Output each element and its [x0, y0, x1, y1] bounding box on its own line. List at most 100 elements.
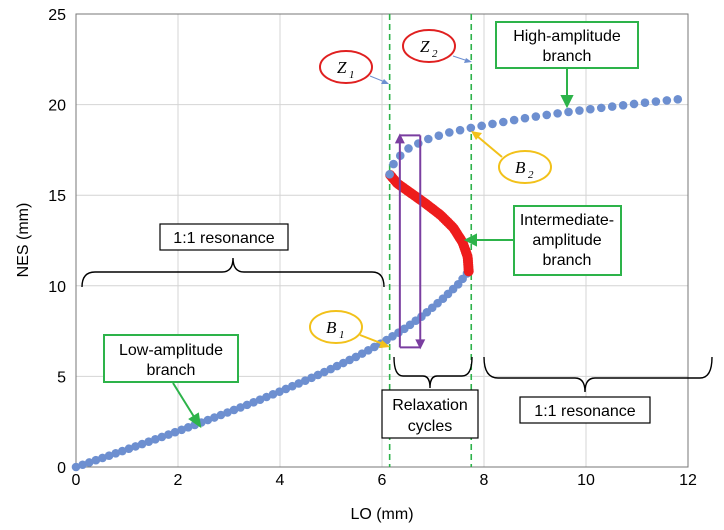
point-low-amplitude-branch — [236, 403, 245, 412]
point-high-amplitude-branch — [673, 95, 683, 104]
brace-relaxation — [393, 356, 473, 389]
point-high-amplitude-branch — [553, 109, 562, 118]
point-high-amplitude-branch — [424, 134, 433, 144]
svg-text:Low-amplitude: Low-amplitude — [119, 342, 223, 359]
relax-arrowhead-down — [415, 339, 426, 350]
point-high-amplitude-branch — [414, 139, 423, 148]
point-low-amplitude-branch — [91, 455, 101, 465]
x-tick-label: 10 — [577, 472, 595, 489]
point-low-amplitude-branch — [203, 415, 213, 425]
point-low-amplitude-branch — [249, 398, 258, 407]
label-resonance-left: 1:1 resonance — [159, 223, 289, 251]
point-high-amplitude-branch — [586, 104, 595, 114]
relax-arrowhead-up — [394, 133, 405, 144]
point-high-amplitude-branch — [618, 100, 628, 110]
y-axis-label: NES (mm) — [15, 203, 32, 278]
point-high-amplitude-branch — [455, 125, 465, 135]
point-high-amplitude-branch — [596, 103, 606, 113]
x-tick-label: 12 — [679, 472, 697, 489]
svg-text:cycles: cycles — [408, 418, 452, 435]
y-tick-label: 25 — [48, 7, 66, 24]
y-tick-label: 0 — [57, 460, 66, 477]
label-intermediate-branch: Intermediate- amplitude branch — [513, 205, 622, 276]
point-low-amplitude-branch — [183, 423, 193, 432]
point-low-amplitude-branch — [98, 453, 107, 463]
svg-text:High-amplitude: High-amplitude — [513, 28, 621, 45]
point-low-amplitude-branch — [268, 390, 278, 399]
point-low-amplitude-branch — [124, 444, 134, 454]
green-arrows — [172, 68, 574, 429]
relaxation-cycle-arrows — [394, 133, 426, 350]
small-pointer-arrows — [359, 55, 503, 348]
y-tick-label: 10 — [48, 279, 66, 296]
svg-text:Intermediate-: Intermediate- — [520, 212, 614, 229]
svg-text:B: B — [515, 158, 526, 177]
y-tick-label: 5 — [57, 369, 66, 386]
point-low-amplitude-branch — [84, 458, 94, 467]
point-low-amplitude-branch — [275, 387, 284, 396]
point-low-amplitude-branch — [255, 395, 265, 404]
x-tick-label: 4 — [276, 472, 285, 489]
point-high-amplitude-branch — [564, 107, 573, 117]
x-tick-label: 8 — [480, 472, 489, 489]
point-high-amplitude-branch — [404, 144, 413, 153]
svg-text:Z: Z — [420, 37, 430, 56]
point-high-amplitude-branch — [488, 119, 497, 129]
point-low-amplitude-branch — [78, 460, 87, 470]
point-low-amplitude-branch — [144, 437, 154, 447]
point-high-amplitude-branch — [434, 131, 444, 140]
svg-text:1:1 resonance: 1:1 resonance — [534, 403, 636, 420]
point-low-amplitude-branch — [104, 451, 114, 460]
point-high-amplitude-branch — [477, 121, 486, 131]
y-tick-label: 15 — [48, 188, 66, 205]
point-high-amplitude-branch — [389, 159, 398, 169]
point-low-amplitude-branch — [242, 400, 252, 410]
ellipse-B1: B 1 — [309, 310, 363, 344]
svg-text:1: 1 — [339, 329, 345, 341]
point-low-amplitude-branch — [157, 432, 167, 442]
point-low-amplitude-branch — [71, 462, 81, 472]
point-high-amplitude-branch — [520, 113, 530, 123]
plot-area-frame — [75, 13, 689, 468]
point-high-amplitude-branch — [531, 112, 541, 121]
point-high-amplitude-branch — [499, 117, 508, 127]
ellipse-Z2: Z 2 — [402, 29, 456, 63]
svg-text:Relaxation: Relaxation — [392, 397, 468, 414]
svg-text:2: 2 — [528, 169, 534, 181]
svg-text:branch: branch — [543, 48, 592, 65]
point-high-amplitude-branch — [629, 99, 639, 109]
label-relaxation-cycles: Relaxation cycles — [381, 389, 479, 439]
y-tick-label: 20 — [48, 98, 66, 115]
svg-text:B: B — [326, 318, 337, 337]
svg-text:Z: Z — [337, 58, 347, 77]
point-low-amplitude-branch — [262, 392, 271, 402]
point-low-amplitude-branch — [137, 439, 147, 449]
svg-text:1:1 resonance: 1:1 resonance — [173, 230, 275, 247]
x-axis-label: LO (mm) — [350, 506, 413, 523]
point-low-amplitude-branch — [111, 449, 121, 458]
brace-left-resonance — [81, 257, 385, 288]
point-low-amplitude-branch — [223, 408, 232, 417]
ellipse-B2: B 2 — [498, 150, 552, 184]
point-low-amplitude-branch — [177, 425, 186, 435]
point-low-amplitude-branch — [131, 442, 140, 451]
point-high-amplitude-branch — [542, 110, 552, 120]
svg-text:branch: branch — [147, 362, 196, 379]
label-high-amplitude-branch: High-amplitude branch — [495, 21, 639, 69]
point-low-amplitude-branch — [151, 435, 160, 444]
point-low-amplitude-branch — [281, 384, 291, 394]
point-low-amplitude-branch — [229, 405, 239, 415]
brace-right-resonance — [483, 356, 713, 393]
point-high-amplitude-branch — [575, 106, 584, 115]
svg-text:amplitude: amplitude — [532, 232, 601, 249]
point-low-amplitude-branch — [210, 413, 219, 422]
point-high-amplitude-branch — [651, 97, 661, 106]
point-high-amplitude-branch — [466, 123, 476, 133]
label-resonance-right: 1:1 resonance — [519, 396, 651, 424]
label-low-amplitude-branch: Low-amplitude branch — [103, 334, 239, 383]
point-low-amplitude-branch — [164, 430, 173, 439]
ellipse-Z1: Z 1 — [319, 50, 373, 84]
point-high-amplitude-branch — [509, 115, 519, 125]
x-tick-label: 6 — [378, 472, 387, 489]
